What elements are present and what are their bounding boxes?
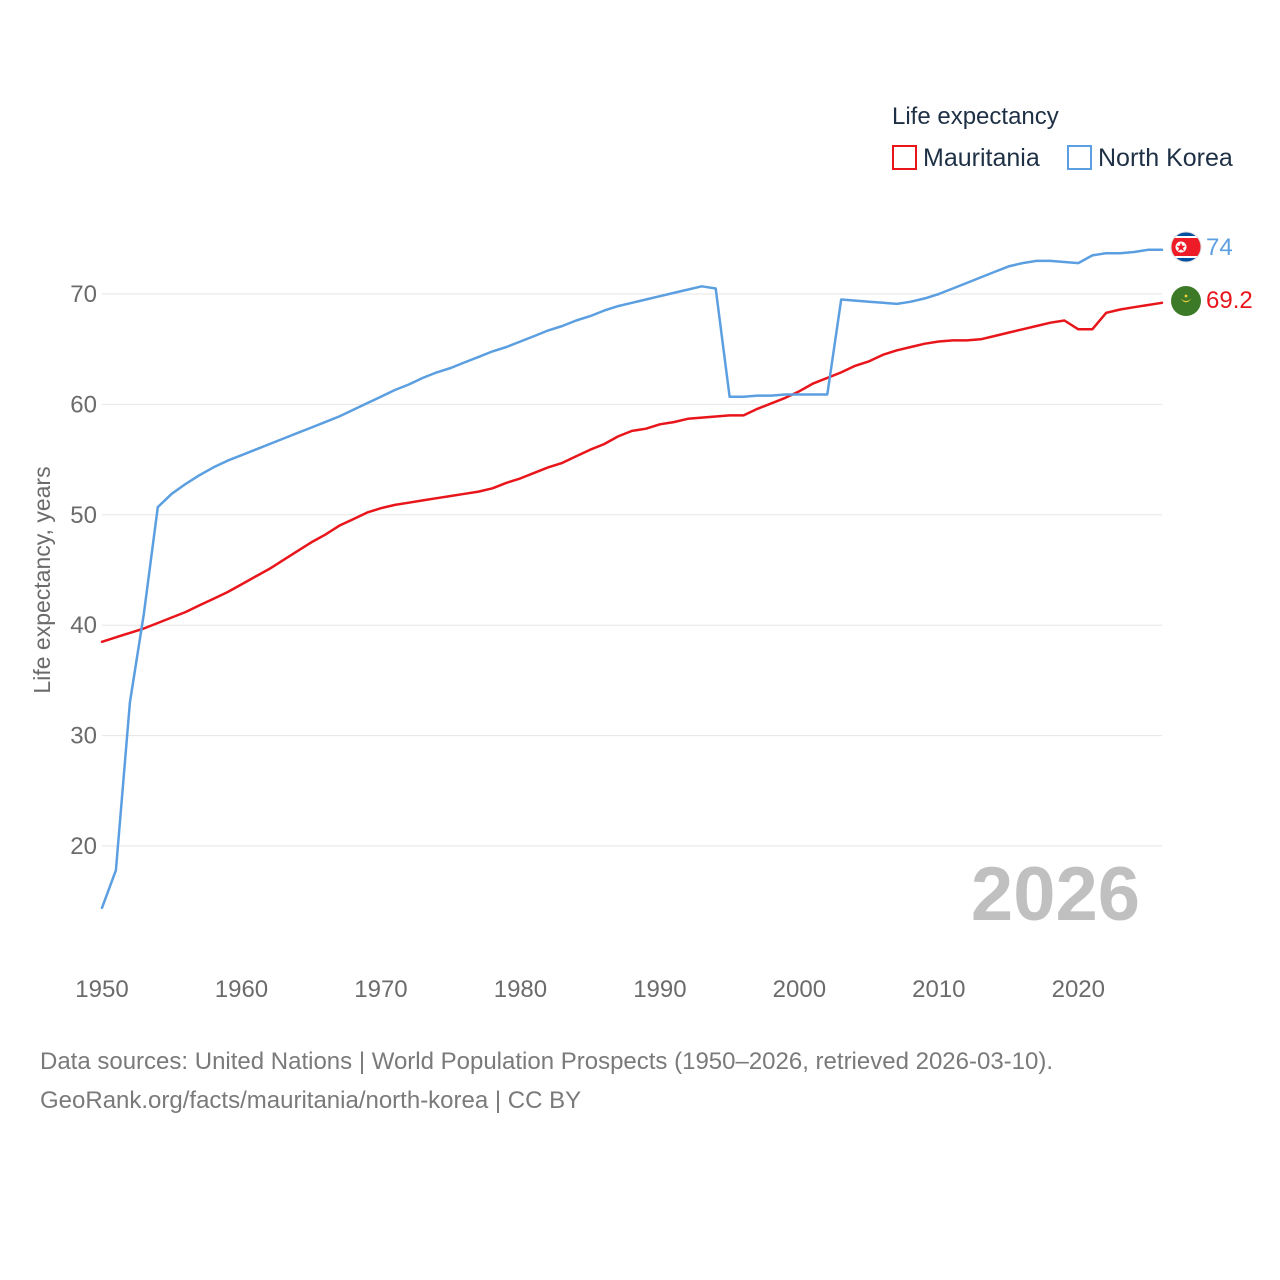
legend-label-north-korea: North Korea bbox=[1098, 144, 1233, 172]
series-line-north-korea[interactable] bbox=[100, 248, 1164, 910]
mauritania-flag-icon bbox=[1171, 286, 1201, 316]
legend-item-north-korea[interactable]: North Korea bbox=[1067, 144, 1233, 172]
north-korea-end-label: 74 bbox=[1206, 234, 1233, 261]
data-source-footer: Data sources: United Nations | World Pop… bbox=[40, 1042, 1240, 1120]
y-axis-title: Life expectancy, years bbox=[29, 466, 55, 693]
y-tick-label-50: 50 bbox=[70, 502, 97, 529]
y-tick-label-30: 30 bbox=[70, 723, 97, 750]
y-tick-label-70: 70 bbox=[70, 281, 97, 308]
x-tick-label-1970: 1970 bbox=[354, 976, 407, 1003]
legend-swatch-mauritania bbox=[892, 145, 917, 170]
x-tick-label-2020: 2020 bbox=[1052, 976, 1105, 1003]
x-tick-label-1950: 1950 bbox=[75, 976, 128, 1003]
legend-item-mauritania[interactable]: Mauritania bbox=[892, 144, 1040, 172]
x-tick-label-1990: 1990 bbox=[633, 976, 686, 1003]
x-tick-label-2010: 2010 bbox=[912, 976, 965, 1003]
mauritania-end-label: 69.2 bbox=[1206, 287, 1253, 314]
x-tick-label-2000: 2000 bbox=[773, 976, 826, 1003]
y-tick-label-60: 60 bbox=[70, 391, 97, 418]
source-text: Data sources: United Nations | World Pop… bbox=[40, 1048, 1054, 1075]
legend-swatch-north-korea bbox=[1067, 145, 1092, 170]
north-korea-flag-icon bbox=[1170, 231, 1202, 263]
x-tick-label-1960: 1960 bbox=[215, 976, 268, 1003]
series-line-mauritania[interactable] bbox=[100, 301, 1164, 644]
y-tick-label-40: 40 bbox=[70, 612, 97, 639]
site-link[interactable]: GeoRank.org/facts/mauritania/north-korea… bbox=[40, 1087, 582, 1114]
current-year-label: 2026 bbox=[971, 852, 1140, 937]
y-tick-label-20: 20 bbox=[70, 833, 97, 860]
legend-label-mauritania: Mauritania bbox=[923, 144, 1040, 172]
x-tick-label-1980: 1980 bbox=[494, 976, 547, 1003]
legend-title: Life expectancy bbox=[892, 103, 1059, 130]
